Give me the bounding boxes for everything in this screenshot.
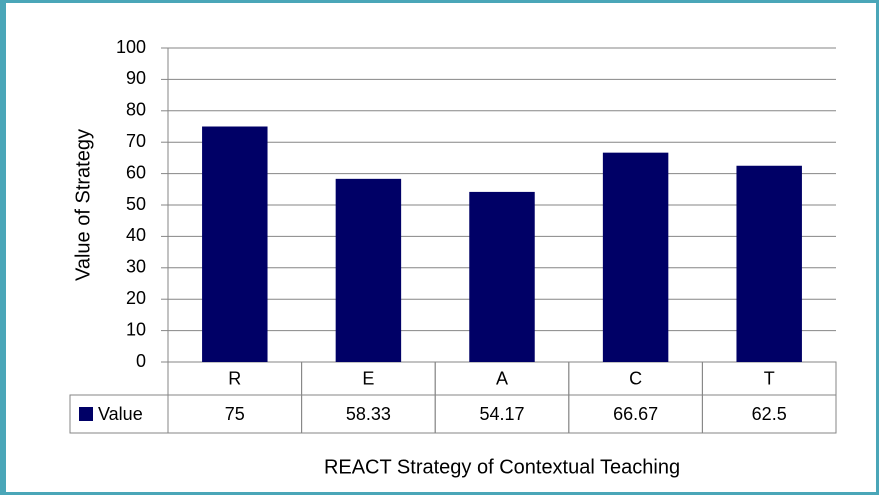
legend-label: Value — [98, 404, 143, 424]
y-tick-label: 70 — [126, 131, 146, 151]
y-tick-label: 40 — [126, 225, 146, 245]
data-table-value: 54.17 — [479, 404, 524, 424]
y-tick-label: 60 — [126, 162, 146, 182]
x-tick-label: A — [496, 368, 508, 388]
bar — [469, 191, 535, 362]
data-table-value: 58.33 — [346, 404, 391, 424]
y-tick-label: 90 — [126, 68, 146, 88]
y-axis-label: Value of Strategy — [72, 129, 94, 281]
y-tick-label: 20 — [126, 288, 146, 308]
x-tick-label: T — [764, 368, 775, 388]
data-table-value: 66.67 — [613, 404, 658, 424]
x-axis-label: REACT Strategy of Contextual Teaching — [324, 456, 680, 478]
x-tick-label: E — [362, 368, 374, 388]
table-cell — [701, 394, 837, 434]
y-tick-label: 80 — [126, 100, 146, 120]
y-tick-label: 0 — [136, 351, 146, 371]
y-tick-label: 50 — [126, 194, 146, 214]
bar — [335, 178, 402, 362]
data-table-value: 75 — [225, 404, 245, 424]
bar — [736, 165, 802, 362]
data-table-value: 62.5 — [752, 404, 787, 424]
legend-swatch — [79, 407, 93, 421]
x-tick-label: R — [228, 368, 241, 388]
y-tick-label: 30 — [126, 257, 146, 277]
bar — [602, 152, 669, 362]
x-tick-label: C — [629, 368, 642, 388]
bar — [202, 126, 268, 362]
y-tick-label: 100 — [116, 37, 146, 57]
y-tick-label: 10 — [126, 319, 146, 339]
